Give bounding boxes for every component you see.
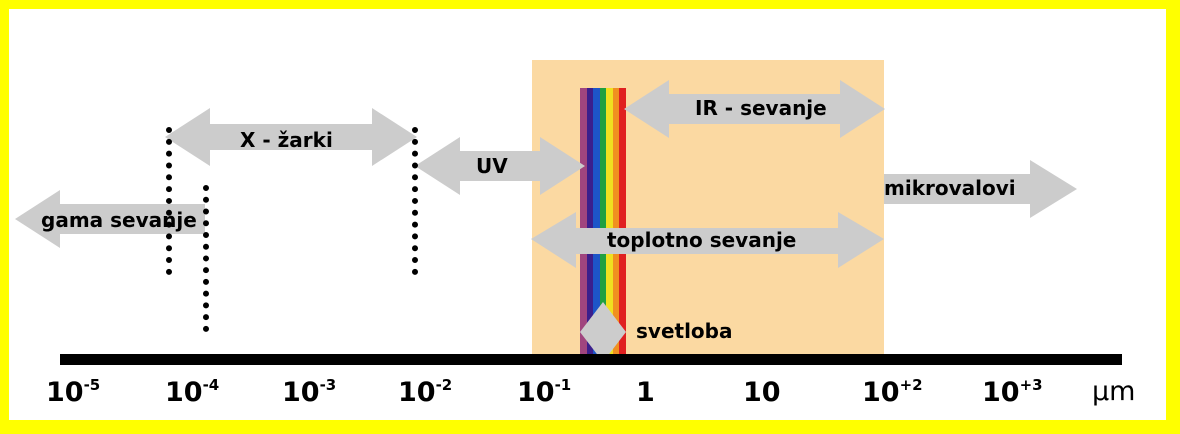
tick-1e-4: 10-4 (165, 376, 220, 408)
thermal-label: toplotno sevanje (607, 228, 797, 252)
spectrum-band-orange (612, 88, 620, 360)
spectrum-band-violet (580, 88, 587, 360)
ir-label: IR - sevanje (695, 96, 827, 120)
wavelength-axis (60, 354, 1122, 365)
microwaves-arrow (884, 160, 1077, 218)
xray-arrow (165, 108, 417, 166)
tick-1e-1: 10-1 (517, 376, 572, 408)
spectrum-band-indigo (586, 88, 594, 360)
tick-10: 10 (743, 377, 781, 408)
tick-1e-5: 10-5 (46, 376, 101, 408)
spectrum-band-blue (593, 88, 600, 360)
xray-left-boundary (166, 127, 172, 275)
tick-1e-3: 10-3 (282, 376, 337, 408)
xray-right-boundary (412, 127, 418, 275)
visible-spectrum-bar (580, 88, 627, 360)
visible-light-marker (580, 302, 626, 362)
axis-unit: μm (1092, 376, 1136, 407)
spectrum-band-red (619, 88, 627, 360)
tick-1e+3: 10+3 (982, 376, 1043, 408)
uv-label: UV (476, 154, 508, 178)
xray-label: X - žarki (240, 128, 333, 152)
uv-arrow (415, 137, 585, 195)
thermal-arrow (531, 212, 884, 268)
ir-arrow (624, 80, 885, 138)
spectrum-band-yellow (606, 88, 613, 360)
gamma-label: gama sevanje (41, 208, 197, 232)
microwaves-label: mikrovalovi (884, 176, 1016, 200)
tick-1: 1 (636, 377, 655, 408)
tick-1e-2: 10-2 (398, 376, 453, 408)
spectrum-band-green (599, 88, 607, 360)
gamma-right-boundary (203, 185, 209, 332)
visible-label: svetloba (636, 319, 733, 343)
tick-1e+2: 10+2 (862, 376, 923, 408)
gamma-arrow (15, 190, 205, 248)
